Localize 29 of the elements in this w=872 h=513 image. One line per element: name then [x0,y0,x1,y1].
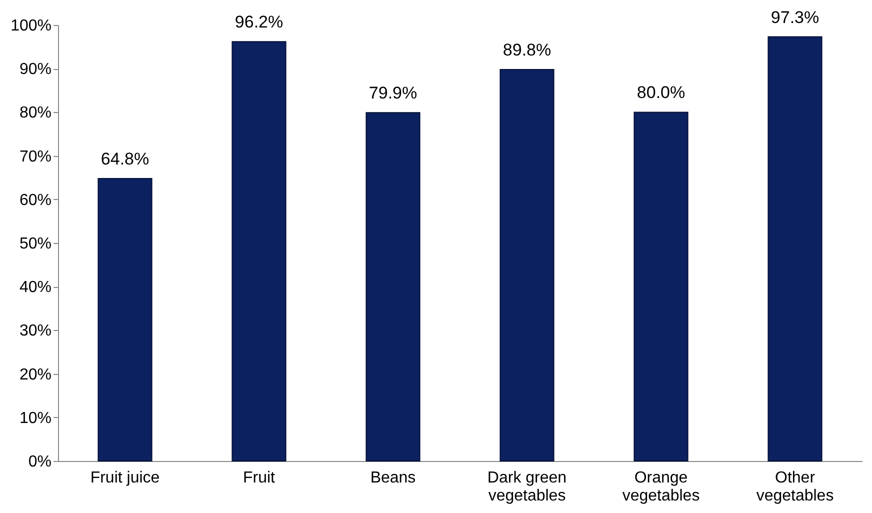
y-tick-label: 100% [10,18,52,34]
x-tick-label: Fruit [243,470,276,486]
y-tick-label: 90% [19,61,52,78]
bar [634,112,688,462]
data-label: 97.3% [770,8,820,27]
y-tick-label: 50% [19,236,52,252]
bar [768,36,822,462]
bar [366,112,420,462]
bar [98,178,152,462]
bar [500,68,554,462]
data-label: 80.0% [636,83,686,102]
x-tick-label: Orange vegetables [622,470,700,504]
y-tick-label: 30% [19,322,52,340]
data-label: 64.8% [100,149,150,168]
data-label: 96.2% [234,12,284,32]
y-tick-label: 0% [28,454,52,470]
data-label: 79.9% [368,84,418,103]
x-tick-label: Beans [370,470,416,486]
y-tick-label: 10% [19,410,52,427]
x-tick-label: Dark green vegetables [487,470,567,504]
data-label: 89.8% [502,40,552,60]
y-tick-label: 40% [19,279,52,296]
bar [232,41,286,462]
x-tick-label: Other vegetables [756,470,834,504]
y-tick-label: 70% [19,148,52,166]
x-tick-label: Fruit juice [90,470,160,486]
y-tick-label: 80% [19,104,52,122]
y-tick-label: 60% [19,192,52,209]
y-tick-label: 20% [19,366,52,384]
